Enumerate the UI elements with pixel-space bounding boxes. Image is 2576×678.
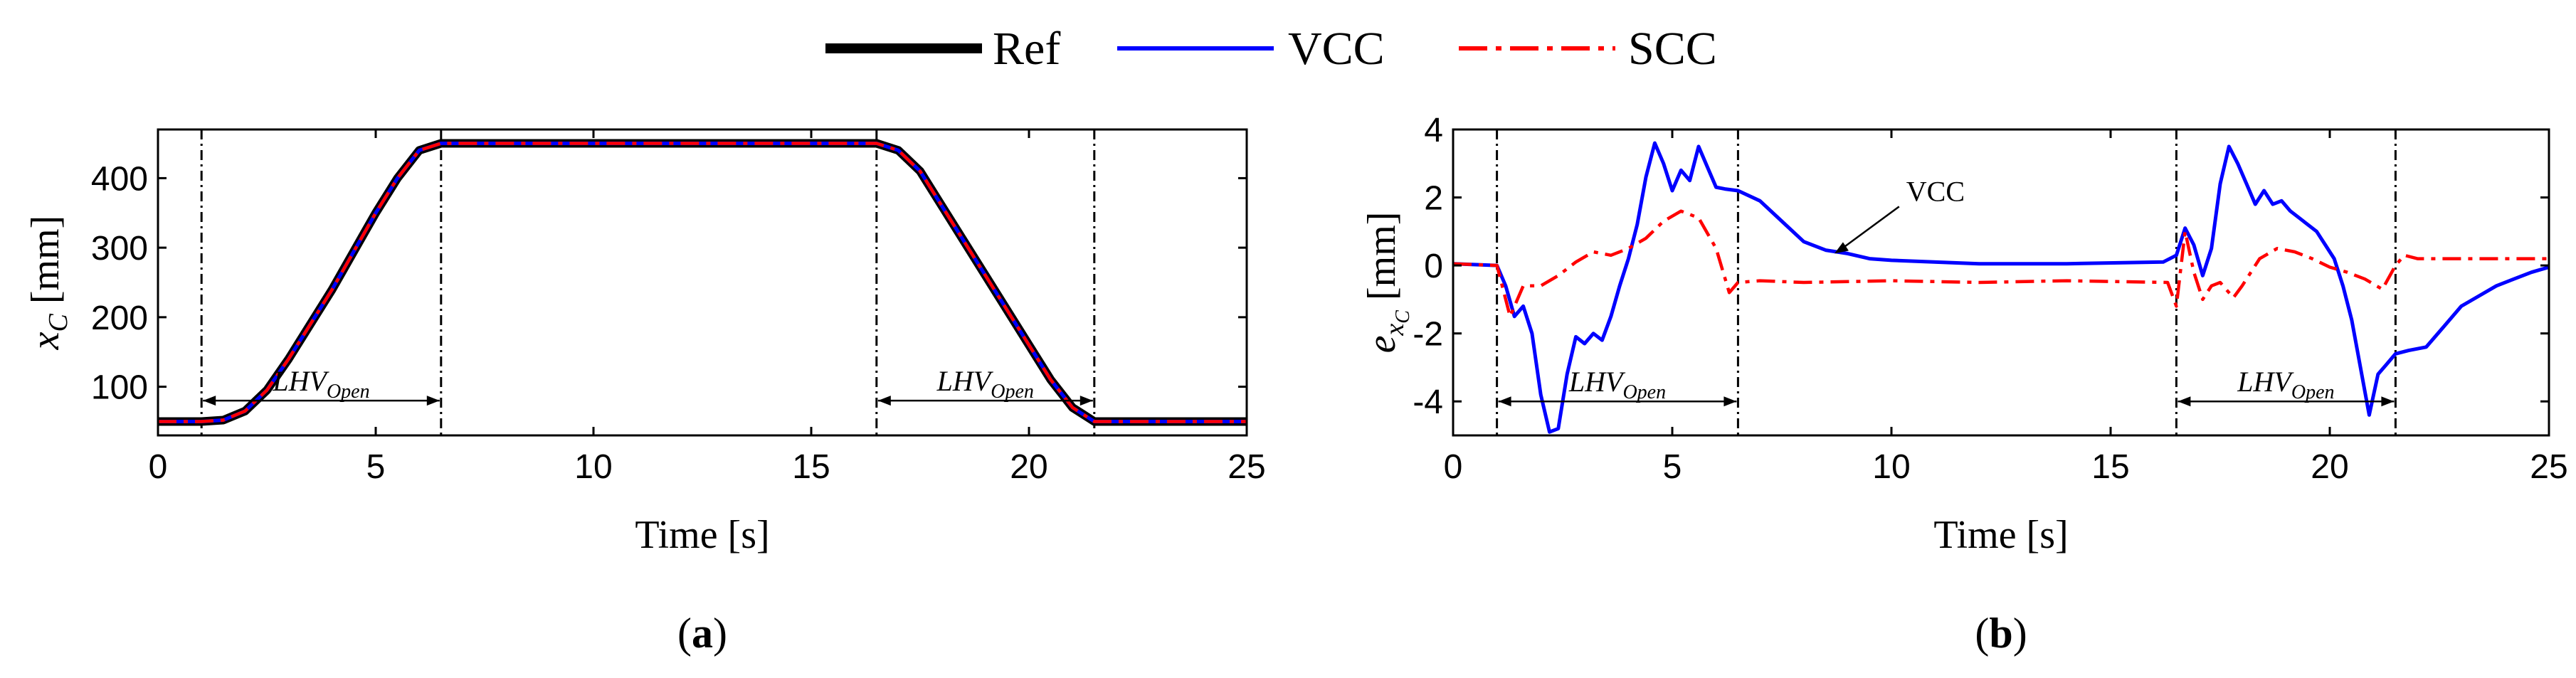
panel-a-series-scc (158, 142, 1247, 423)
panel-b-xtick-label: 0 (1444, 448, 1463, 486)
panel-b-frame (1452, 128, 2550, 437)
legend-vcc-label: VCC (1288, 23, 1385, 75)
panel-b-lhv-label-1: LHVOpen (2237, 366, 2334, 403)
panel-a-arrowhead-right-1 (1080, 396, 1093, 406)
panel-a-label: (a) (677, 610, 727, 657)
panel-b-ticks: 0 5 10 15 20 25 -4 -2 0 2 4 (1413, 112, 2567, 486)
panel-b-series-scc (1453, 209, 2549, 319)
panel-b-annotations: LHVOpen LHVOpen VCC (1498, 175, 2395, 407)
legend-ref-label: Ref (993, 23, 1060, 75)
panel-b-xtick-label: 10 (1872, 448, 1910, 486)
panel-b-lhv-label-0: LHVOpen (1568, 366, 1666, 403)
legend-scc-label: SCC (1628, 23, 1717, 75)
panel-b-ylabel: exC [mm] (1360, 212, 1414, 354)
panel-a-ytick-label: 400 (91, 160, 148, 198)
panel-a-series (158, 139, 1247, 426)
panel-b-ytick-label: 0 (1424, 248, 1443, 285)
panel-a-xtick-label: 10 (574, 448, 612, 486)
panel-a-ytick-label: 300 (91, 230, 148, 268)
panel-b-xtick-label: 15 (2091, 448, 2129, 486)
panel-b-ytick-label: 2 (1424, 180, 1443, 218)
panel-a-arrowhead-left-1 (877, 396, 891, 406)
panel-b-arrowhead-left-1 (2178, 396, 2191, 407)
panel-b-series (1453, 141, 2549, 434)
panel-b-label: (b) (1975, 610, 2027, 657)
panel-b-vlines (1496, 129, 2397, 435)
panel-a-xtick-label: 20 (1010, 448, 1047, 486)
panel-a-xtick-label: 5 (366, 448, 386, 486)
panel-a-xlabel: Time [s] (635, 513, 769, 557)
panel-b-arrowhead-right-1 (2381, 396, 2395, 407)
panel-b-chart: LHVOpen LHVOpen VCC 0 5 10 15 20 25 -4 -2 0 2 4 Time… (1360, 112, 2568, 657)
panel-b-xtick-label: 20 (2311, 448, 2348, 486)
panel-b-callout-arrowhead (1834, 242, 1849, 254)
panel-a-ylabel: xC [mm] (23, 216, 73, 351)
panel-b-ytick-label: -2 (1413, 316, 1443, 354)
panel-a-ytick-label: 100 (91, 369, 148, 407)
panel-b-xtick-label: 5 (1663, 448, 1682, 486)
panel-b-arrowhead-left-0 (1498, 396, 1511, 407)
panel-b-ytick-label: -4 (1413, 383, 1443, 421)
panel-b-ytick-label: 4 (1424, 112, 1443, 149)
legend: Ref VCC SCC (825, 23, 1717, 75)
panel-b-callout-label: VCC (1906, 175, 1965, 207)
panel-a-ytick-label: 200 (91, 300, 148, 337)
panel-a-chart: LHVOpen LHVOpen 0 5 10 15 20 25 100 200 300 400 Ti… (23, 128, 1266, 657)
panel-a-xtick-label: 15 (792, 448, 830, 486)
panel-a-lhv-label-0: LHVOpen (272, 365, 369, 403)
panel-a-xtick-label: 0 (149, 448, 168, 486)
panel-a-arrowhead-right-0 (426, 396, 440, 406)
panel-a-annotations: LHVOpen LHVOpen (203, 365, 1093, 406)
panel-a-frame (157, 128, 1248, 437)
panel-a-vlines (200, 129, 1096, 435)
panel-a-ticks: 0 5 10 15 20 25 100 200 300 400 (91, 129, 1266, 486)
panel-a-arrowhead-left-0 (203, 396, 216, 406)
panel-b-arrowhead-right-0 (1724, 396, 1737, 407)
panel-a-lhv-label-1: LHVOpen (936, 365, 1034, 403)
panel-b-xlabel: Time [s] (1933, 513, 2068, 557)
panel-b-series-vcc (1453, 141, 2549, 434)
panel-a-xtick-label: 25 (1228, 448, 1265, 486)
panel-b-xtick-label: 25 (2530, 448, 2567, 486)
panel-b-callout-line (1842, 206, 1900, 249)
